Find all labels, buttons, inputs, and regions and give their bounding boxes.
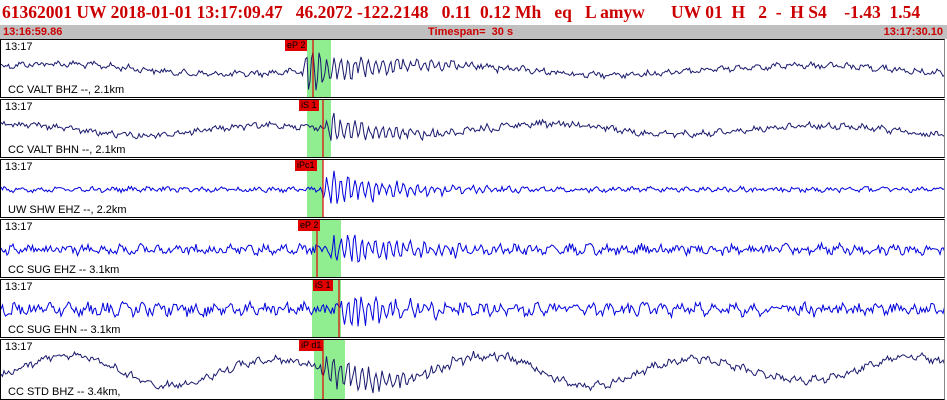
seismogram-panel[interactable]: iPc1 13:17 UW SHW EHZ --, 2.2km xyxy=(0,159,945,218)
waveform-trace xyxy=(1,234,944,263)
seismogram-panel[interactable]: eP 2 13:17 CC SUG EHZ -- 3.1km xyxy=(0,219,945,278)
seismogram-panel[interactable]: eP 2 13:17 CC VALT BHZ --, 2.1km xyxy=(0,39,945,98)
start-time: 13:16:59.86 xyxy=(3,26,63,38)
timespan-label: Timespan= 30 s xyxy=(428,26,514,38)
waveform-trace xyxy=(1,51,944,91)
pick-marker-label[interactable]: eP 2 xyxy=(298,220,321,231)
seismogram-panels: eP 2 13:17 CC VALT BHZ --, 2.1km iS 1 13… xyxy=(0,39,947,400)
channel-label: UW SHW EHZ --, 2.2km xyxy=(8,204,127,216)
panel-time: 13:17 xyxy=(5,341,33,353)
panel-time: 13:17 xyxy=(5,221,33,233)
event-header: 61362001 UW 2018-01-01 13:17:09.47 46.20… xyxy=(0,0,947,40)
panel-time: 13:17 xyxy=(5,101,33,113)
channel-label: CC SUG EHN -- 3.1km xyxy=(8,324,121,336)
end-time: 13:17:30.10 xyxy=(883,26,943,38)
panel-time: 13:17 xyxy=(5,281,33,293)
pick-marker-label[interactable]: iPc1 xyxy=(295,160,317,171)
waveform-trace xyxy=(1,350,944,394)
waveform xyxy=(1,340,944,399)
seismogram-panel[interactable]: iS 1 13:17 CC SUG EHN -- 3.1km xyxy=(0,279,945,338)
seismogram-panel[interactable]: iS 1 13:17 CC VALT BHN --, 2.1km xyxy=(0,99,945,158)
pick-marker-label[interactable]: iS 1 xyxy=(299,100,319,111)
panel-time: 13:17 xyxy=(5,161,33,173)
time-bar: 13:16:59.86 Timespan= 30 s 13:17:30.10 xyxy=(0,25,947,39)
channel-label: CC VALT BHN --, 2.1km xyxy=(8,144,126,156)
waveform xyxy=(1,100,944,157)
seismogram-panel[interactable]: iP d1 13:17 CC STD BHZ -- 3.4km, xyxy=(0,339,945,400)
panel-time: 13:17 xyxy=(5,41,33,53)
waveform-trace xyxy=(1,295,944,327)
waveform xyxy=(1,280,944,337)
waveform xyxy=(1,220,944,277)
event-title: 61362001 UW 2018-01-01 13:17:09.47 46.20… xyxy=(2,2,921,22)
channel-label: CC VALT BHZ --, 2.1km xyxy=(8,84,125,96)
waveform xyxy=(1,40,944,97)
channel-label: CC STD BHZ -- 3.4km, xyxy=(8,386,121,398)
pick-marker-label[interactable]: iP d1 xyxy=(299,340,324,351)
pick-marker-label[interactable]: iS 1 xyxy=(313,280,333,291)
channel-label: CC SUG EHZ -- 3.1km xyxy=(8,264,120,276)
waveform xyxy=(1,160,944,217)
pick-marker-label[interactable]: eP 2 xyxy=(285,40,308,51)
waveform-trace xyxy=(1,112,944,142)
waveform-trace xyxy=(1,170,944,204)
